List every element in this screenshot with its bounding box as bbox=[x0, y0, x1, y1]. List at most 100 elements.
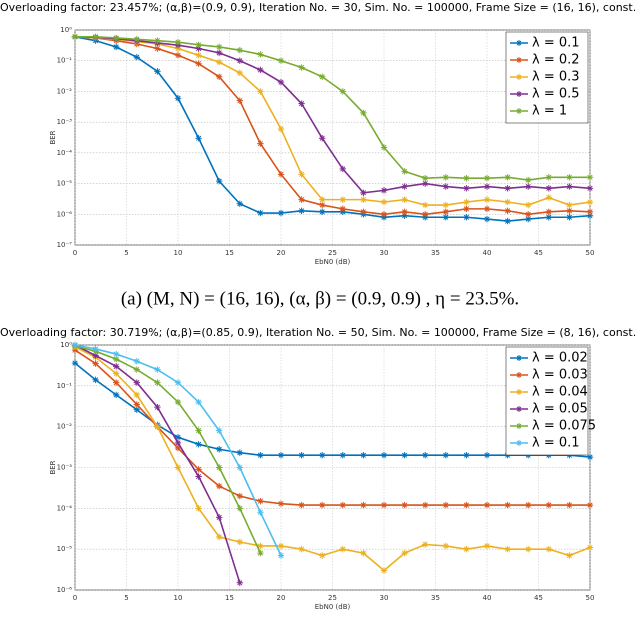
data-marker bbox=[133, 366, 140, 373]
x-tick-label: 0 bbox=[73, 594, 77, 602]
data-marker bbox=[236, 46, 243, 54]
data-marker bbox=[174, 398, 182, 406]
data-marker bbox=[380, 501, 388, 509]
data-marker bbox=[319, 208, 326, 216]
data-marker bbox=[174, 439, 182, 447]
data-marker bbox=[133, 36, 140, 43]
data-marker bbox=[154, 366, 161, 373]
legend-marker bbox=[516, 355, 522, 361]
data-marker bbox=[257, 509, 264, 516]
data-marker bbox=[442, 208, 449, 216]
data-marker bbox=[216, 43, 223, 51]
data-marker bbox=[298, 545, 305, 553]
data-marker bbox=[154, 403, 161, 411]
data-marker bbox=[525, 211, 532, 218]
legend-marker bbox=[516, 57, 522, 63]
data-marker bbox=[586, 208, 594, 216]
data-marker bbox=[463, 452, 470, 459]
y-tick-label: 10⁻³ bbox=[57, 464, 73, 472]
data-marker bbox=[566, 501, 573, 509]
series-line bbox=[74, 36, 591, 216]
data-marker bbox=[298, 207, 305, 214]
data-marker bbox=[339, 196, 346, 203]
y-tick-label: 10⁻⁴ bbox=[57, 504, 73, 512]
data-marker bbox=[566, 183, 573, 190]
data-marker bbox=[483, 452, 491, 459]
x-tick-label: 20 bbox=[277, 249, 286, 257]
data-marker bbox=[257, 66, 264, 74]
data-marker bbox=[154, 68, 161, 75]
legend-label: λ = 1 bbox=[532, 104, 567, 119]
data-marker bbox=[257, 140, 264, 147]
data-marker bbox=[195, 135, 202, 142]
data-marker bbox=[442, 183, 449, 190]
legend-marker bbox=[516, 440, 522, 446]
data-marker bbox=[195, 60, 202, 67]
data-marker bbox=[463, 198, 470, 206]
data-marker bbox=[339, 88, 346, 95]
x-tick-label: 0 bbox=[73, 249, 77, 257]
data-marker bbox=[236, 579, 243, 587]
data-marker bbox=[422, 541, 429, 548]
data-marker bbox=[566, 201, 573, 209]
data-marker bbox=[586, 198, 594, 206]
legend-label: λ = 0.04 bbox=[532, 385, 588, 400]
data-marker bbox=[442, 214, 449, 221]
data-marker bbox=[380, 144, 388, 151]
data-marker bbox=[174, 464, 182, 471]
data-marker bbox=[360, 452, 367, 459]
data-marker bbox=[442, 452, 449, 459]
data-marker bbox=[236, 69, 243, 77]
data-marker bbox=[133, 379, 140, 386]
data-marker bbox=[113, 43, 120, 51]
data-marker bbox=[298, 64, 305, 71]
data-marker bbox=[92, 33, 99, 41]
y-tick-label: 10⁻⁴ bbox=[57, 149, 73, 157]
data-marker bbox=[236, 57, 243, 64]
data-marker bbox=[339, 205, 346, 213]
y-tick-label: 10⁻⁵ bbox=[57, 545, 73, 553]
data-marker bbox=[360, 208, 367, 216]
data-marker bbox=[483, 183, 491, 190]
data-marker bbox=[380, 187, 388, 194]
data-marker bbox=[380, 452, 388, 459]
data-marker bbox=[360, 501, 367, 509]
data-marker bbox=[545, 185, 552, 192]
data-marker bbox=[463, 545, 470, 553]
data-marker bbox=[195, 41, 202, 48]
data-marker bbox=[319, 552, 326, 559]
data-marker bbox=[339, 452, 346, 459]
data-marker bbox=[483, 542, 491, 550]
x-tick-label: 45 bbox=[534, 249, 543, 257]
data-marker bbox=[401, 208, 408, 216]
legend-label: λ = 0.02 bbox=[532, 351, 588, 366]
data-marker bbox=[257, 88, 264, 95]
x-axis-label: EbN0 (dB) bbox=[315, 258, 351, 266]
series-line bbox=[74, 362, 591, 458]
data-marker bbox=[154, 37, 161, 44]
data-marker bbox=[195, 45, 202, 52]
data-marker bbox=[133, 391, 140, 399]
data-marker bbox=[195, 473, 202, 480]
data-marker bbox=[422, 452, 429, 459]
legend-label: λ = 0.2 bbox=[532, 53, 580, 68]
data-marker bbox=[277, 171, 285, 178]
data-marker bbox=[525, 201, 532, 209]
data-marker bbox=[586, 453, 594, 461]
legend-marker bbox=[516, 423, 522, 429]
data-marker bbox=[92, 376, 99, 384]
data-marker bbox=[236, 97, 243, 104]
data-marker bbox=[236, 200, 243, 207]
data-marker bbox=[236, 538, 243, 546]
y-tick-label: 10⁻⁵ bbox=[57, 180, 73, 188]
data-marker bbox=[298, 100, 305, 107]
data-marker bbox=[339, 545, 346, 553]
data-marker bbox=[174, 39, 182, 46]
data-marker bbox=[113, 350, 120, 358]
data-marker bbox=[525, 176, 532, 184]
x-tick-label: 40 bbox=[483, 249, 492, 257]
data-marker bbox=[298, 501, 305, 509]
data-marker bbox=[504, 185, 511, 192]
data-marker bbox=[360, 109, 367, 117]
